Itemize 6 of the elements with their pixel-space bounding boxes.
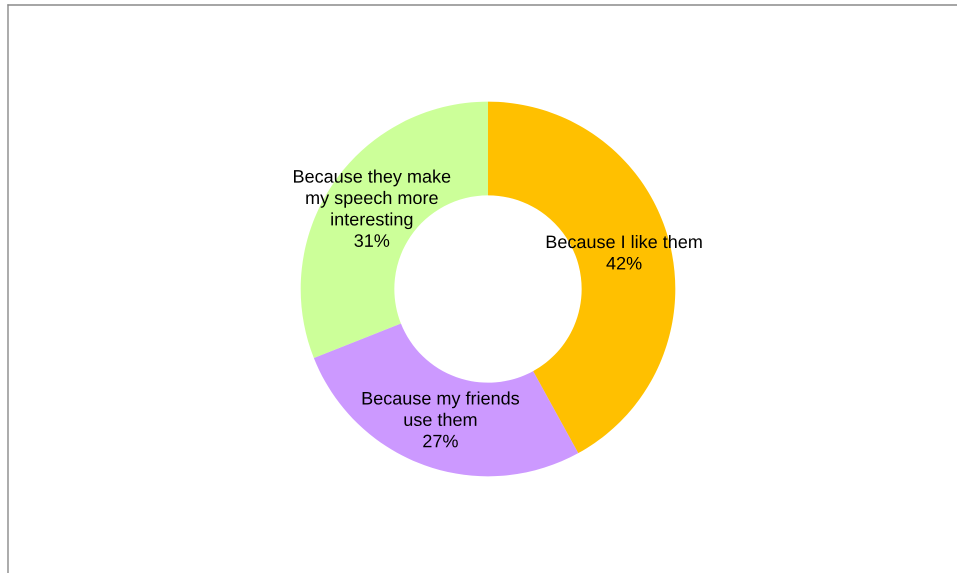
data-label: 27% [423,434,458,448]
data-label: 31% [354,234,390,247]
slice-label: Because my friends use them [362,391,520,426]
slice-label: Because they make my speech more interesting [294,170,450,230]
donut-slice [314,323,578,476]
data-label: 42% [606,256,642,270]
